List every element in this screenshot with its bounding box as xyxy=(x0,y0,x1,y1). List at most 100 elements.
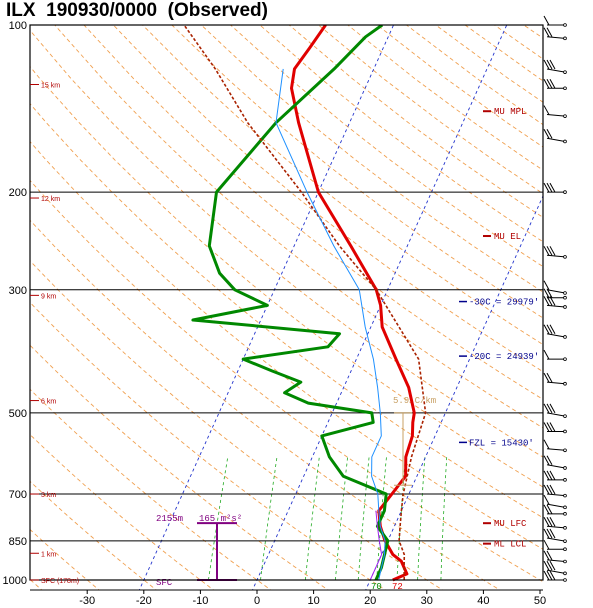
wind-barb-station xyxy=(563,526,567,530)
wind-barb-feather xyxy=(543,570,550,581)
mixing-ratio-line xyxy=(376,456,387,581)
wind-barb xyxy=(543,324,567,339)
wind-barb-feather xyxy=(543,403,550,414)
height-label: 1 km xyxy=(41,551,56,558)
dry-adiabat xyxy=(30,388,272,590)
height-label: 15 km xyxy=(41,83,60,90)
wind-barb xyxy=(543,560,567,576)
profile-lines xyxy=(183,25,427,582)
wind-barb xyxy=(543,182,567,194)
dry-adiabat xyxy=(30,480,158,590)
wind-barb-feather xyxy=(546,550,553,561)
sounding-time: 190930/0000 xyxy=(46,0,158,21)
wind-barb-feather xyxy=(549,570,556,581)
wind-barb-feather xyxy=(543,528,550,539)
wind-barb-feather xyxy=(543,439,550,449)
wetbulb-line xyxy=(275,68,386,581)
wind-barb-staff xyxy=(546,254,566,258)
wind-barb-station xyxy=(563,255,567,259)
wind-barb-feather xyxy=(543,280,550,291)
axes: 1000 850 700 500 300 200 100 -30 -20 -10 0 10 20 30 40… xyxy=(3,20,547,607)
wind-barb-feather xyxy=(546,288,553,298)
wind-barb-feather xyxy=(549,516,556,527)
wind-barb-feather xyxy=(549,324,556,334)
wind-barb-feather xyxy=(546,516,553,527)
wind-barb-feather xyxy=(543,15,550,26)
wind-barb-feather xyxy=(543,494,550,505)
mixing-ratio-line xyxy=(357,456,370,581)
height-label: 6 km xyxy=(41,399,56,406)
wind-barb xyxy=(543,516,567,530)
height-label: SFC (178m) xyxy=(41,578,79,585)
mixing-ratio-line xyxy=(305,456,320,581)
dry-adiabat xyxy=(30,65,543,488)
virtual-temperature-line xyxy=(369,510,383,581)
wind-barb-feather xyxy=(546,59,553,70)
temperature-label-40: 40 xyxy=(477,595,489,607)
wind-barb-feather xyxy=(549,78,556,89)
wind-barb-station xyxy=(563,305,567,309)
wind-barb-feather xyxy=(546,403,553,414)
wind-barb xyxy=(543,349,567,361)
isotherm xyxy=(365,194,543,590)
chart-title: ILX 190930/0000 (Observed) xyxy=(6,0,268,22)
wind-barb xyxy=(543,470,567,482)
dry-adiabat xyxy=(200,25,543,293)
parcel-level-label: MU EL xyxy=(494,232,521,242)
wind-barb-station xyxy=(563,539,567,543)
wind-barb xyxy=(543,439,567,453)
wind-barb-feather xyxy=(543,550,550,561)
wind-barb xyxy=(543,570,567,582)
wind-barb-station xyxy=(563,493,567,498)
wind-barb xyxy=(543,539,567,551)
wind-barb-feather xyxy=(549,246,556,256)
pressure-label-1000: 1000 xyxy=(3,575,27,587)
wind-barb-feather xyxy=(543,246,550,256)
parcel-level-label: MU LFC xyxy=(494,519,527,529)
temperature-line xyxy=(290,25,416,582)
mixing-ratio-line xyxy=(335,456,348,581)
temperature-level-label: FZL = 15430' xyxy=(469,438,534,448)
dry-adiabat xyxy=(30,219,501,590)
inflow-srh-label: 165 m²s² xyxy=(199,514,242,524)
wind-barb-staff xyxy=(546,559,566,563)
wind-barb-feather xyxy=(543,455,550,466)
wind-barb-station xyxy=(563,70,567,74)
wind-barb-station xyxy=(563,505,567,510)
wind-barb xyxy=(543,27,567,41)
dry-adiabat xyxy=(288,25,543,218)
dry-adiabat xyxy=(30,301,387,590)
pressure-label-200: 200 xyxy=(9,187,27,199)
wind-barb-feather xyxy=(546,570,553,581)
wind-barb-feather xyxy=(543,27,550,38)
wind-barb-feather xyxy=(546,372,553,383)
wind-barb-staff xyxy=(546,304,566,308)
wind-barb-feather xyxy=(546,27,553,38)
wind-barb-feather xyxy=(543,296,550,306)
dry-adiabat xyxy=(54,25,543,429)
wind-barb-staff xyxy=(546,114,566,117)
wind-barb-feather xyxy=(546,528,553,539)
wind-barb-feather xyxy=(543,470,550,481)
height-label: 12 km xyxy=(41,196,60,203)
parcel-level-label: MU MPL xyxy=(494,107,526,117)
lapse-rate-label: 5.9 C/km xyxy=(393,396,436,406)
dry-adiabat xyxy=(30,433,215,590)
wind-barb-feather xyxy=(543,504,550,515)
wind-barb-feather xyxy=(543,324,550,334)
dry-adiabat xyxy=(30,344,329,590)
pressure-label-850: 850 xyxy=(9,536,27,548)
wind-barb-station xyxy=(563,448,567,453)
wind-barb-feather xyxy=(543,516,550,527)
parcel-level-label: ML LCL xyxy=(494,540,526,550)
wind-barb-station xyxy=(563,190,567,194)
wind-barb-station xyxy=(563,466,567,470)
wind-barb-feather xyxy=(543,59,550,70)
wind-barb-feather xyxy=(546,455,553,466)
wind-barb-station xyxy=(563,295,567,300)
wind-barb xyxy=(543,280,567,295)
dry-adiabat xyxy=(171,25,543,319)
isobars xyxy=(30,24,543,581)
dry-adiabats xyxy=(30,25,543,590)
wind-barb-feather xyxy=(543,539,550,550)
